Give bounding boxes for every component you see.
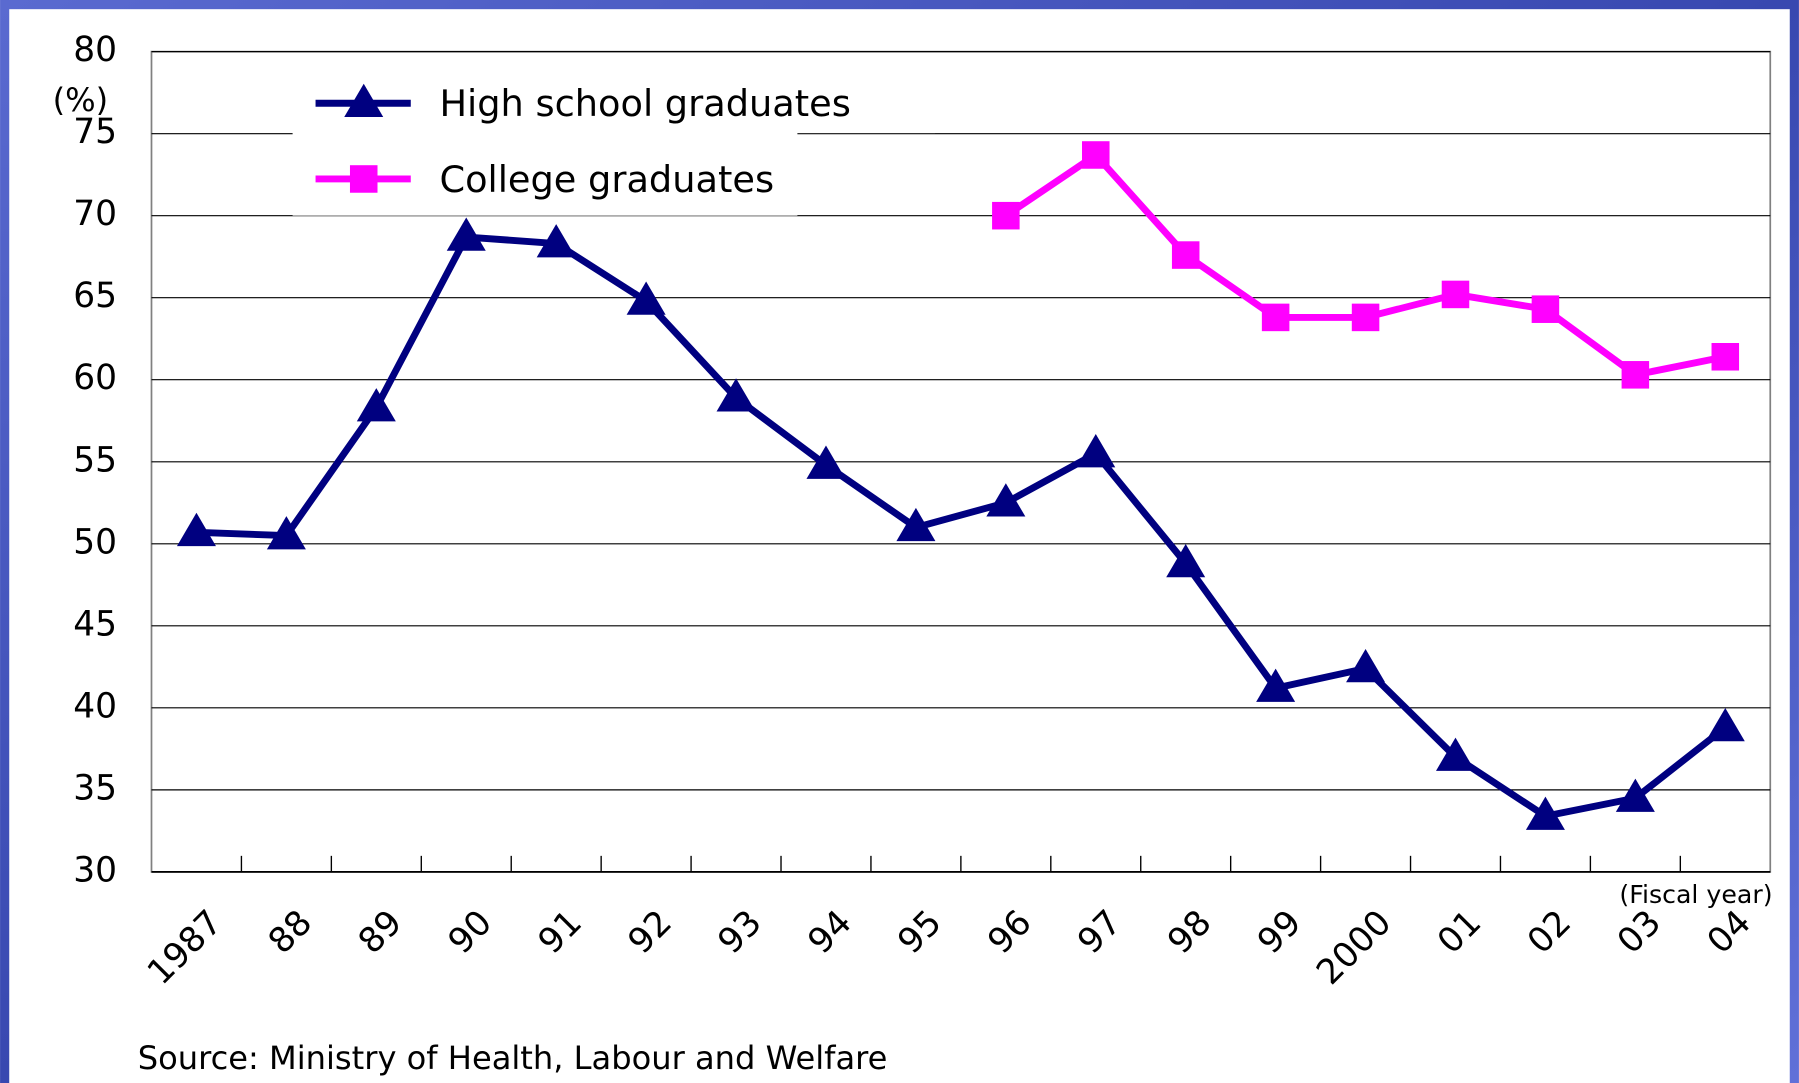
- marker: [1256, 668, 1296, 702]
- marker: [1531, 295, 1560, 323]
- marker: [1346, 648, 1386, 683]
- marker: [1261, 303, 1290, 332]
- y-tick-label: 30: [73, 850, 117, 890]
- y-tick-label: 45: [73, 604, 117, 644]
- marker: [176, 512, 216, 547]
- y-tick-label: 35: [73, 768, 117, 808]
- marker: [1705, 708, 1745, 742]
- marker: [356, 388, 396, 422]
- legend-label: High school graduates: [439, 82, 850, 125]
- marker: [446, 217, 486, 251]
- marker: [536, 224, 576, 258]
- marker: [1166, 543, 1206, 578]
- marker: [1525, 796, 1565, 830]
- legend-marker: [344, 83, 384, 118]
- marker: [716, 378, 756, 412]
- y-tick-label: 60: [73, 358, 117, 398]
- y-tick-label: 80: [73, 30, 117, 70]
- marker: [1076, 434, 1116, 468]
- marker: [986, 483, 1026, 517]
- marker: [1621, 361, 1650, 389]
- marker: [1615, 778, 1655, 812]
- x-axis-label: (Fiscal year): [1619, 880, 1772, 909]
- marker: [1441, 280, 1470, 309]
- y-axis-label: (%): [53, 81, 109, 119]
- y-tick-label: 55: [73, 440, 117, 480]
- marker: [1082, 141, 1110, 169]
- y-tick-label: 50: [73, 522, 117, 562]
- marker: [992, 201, 1020, 230]
- y-tick-label: 75: [73, 112, 117, 152]
- marker: [1171, 241, 1200, 269]
- y-tick-label: 65: [73, 276, 117, 316]
- legend-marker: [349, 165, 378, 193]
- legend-box: [797, 55, 936, 134]
- marker: [806, 445, 846, 479]
- source: Source: Ministry of Health, Labour and W…: [138, 1039, 888, 1077]
- marker: [1351, 303, 1380, 332]
- marker: [896, 507, 936, 542]
- marker: [266, 516, 306, 550]
- marker: [626, 281, 666, 315]
- marker: [1435, 737, 1476, 771]
- legend-label: College graduates: [439, 158, 774, 201]
- y-tick-label: 70: [73, 194, 117, 234]
- y-tick-label: 40: [73, 686, 117, 726]
- marker: [1711, 343, 1740, 371]
